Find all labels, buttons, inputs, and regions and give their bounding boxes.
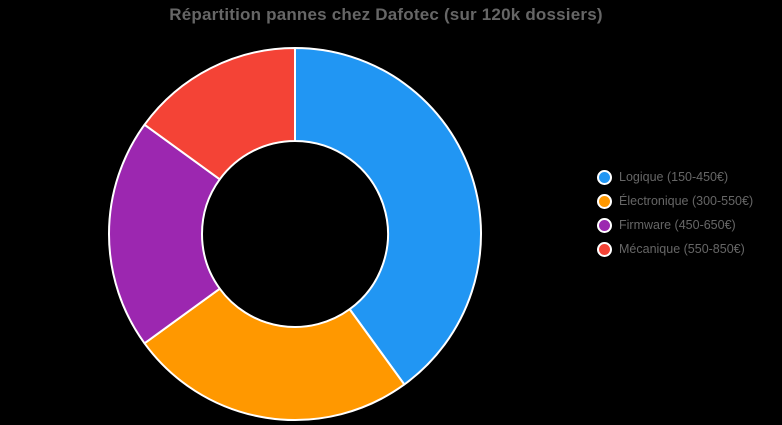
legend-item-electronique[interactable]: Électronique (300-550€) xyxy=(597,189,753,213)
legend-marker-icon xyxy=(597,193,612,209)
legend-item-label: Logique (150-450€) xyxy=(619,170,729,184)
donut-segment-mecanique[interactable] xyxy=(143,47,296,181)
legend-marker-icon xyxy=(597,217,612,233)
legend-item-label: Électronique (300-550€) xyxy=(619,194,754,208)
chart-legend: Logique (150-450€) Électronique (300-550€… xyxy=(597,165,753,261)
legend-item-firmware[interactable]: Firmware (450-650€) xyxy=(597,213,753,237)
legend-marker-icon xyxy=(597,241,612,257)
donut-segment-firmware[interactable] xyxy=(108,123,221,345)
chart-title: Répartition pannes chez Dafotec (sur 120… xyxy=(169,5,603,24)
donut-segment-electronique[interactable] xyxy=(143,287,406,421)
legend-item-mecanique[interactable]: Mécanique (550-850€) xyxy=(597,237,753,261)
legend-marker-icon xyxy=(597,169,612,185)
legend-item-label: Mécanique (550-850€) xyxy=(619,242,745,256)
donut-segment-logique[interactable] xyxy=(294,47,482,386)
legend-item-logique[interactable]: Logique (150-450€) xyxy=(597,165,753,189)
legend-item-label: Firmware (450-650€) xyxy=(619,218,736,232)
